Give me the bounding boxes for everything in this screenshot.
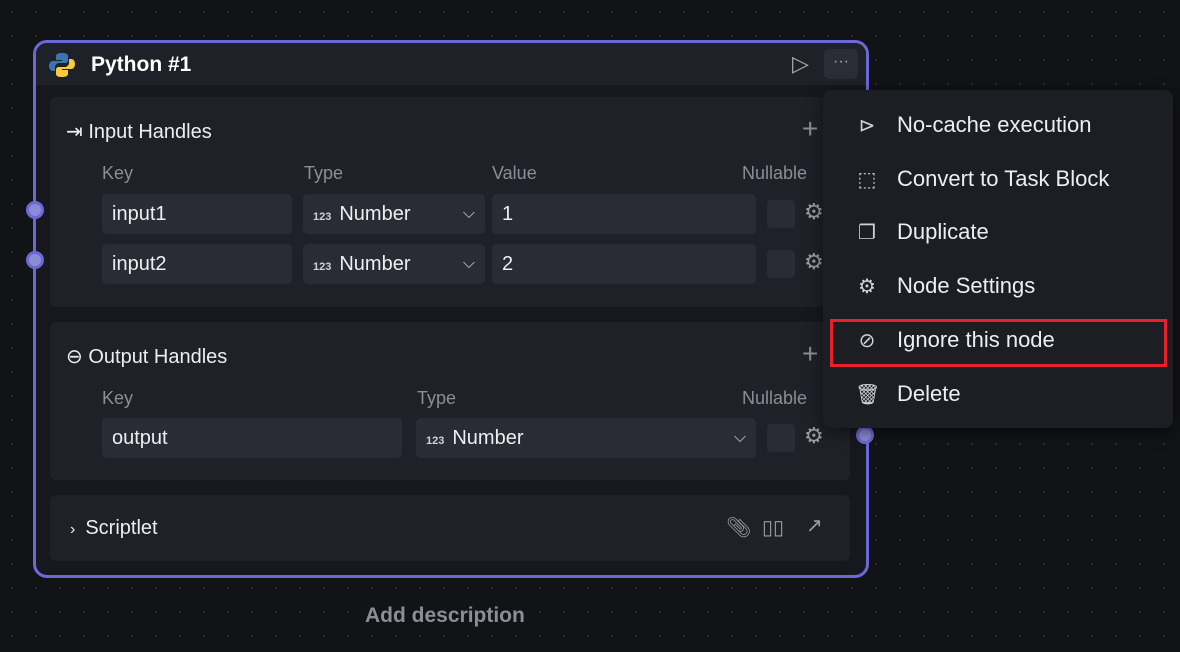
node-title: Python #1 <box>91 53 192 76</box>
value-input[interactable]: 2 <box>492 244 756 284</box>
output-icon: ⊖ <box>66 346 89 368</box>
menu-item-duplicate[interactable]: ❐ Duplicate <box>823 205 1173 259</box>
book-icon[interactable]: ▯▯ <box>762 517 785 539</box>
key-header: Key <box>102 163 134 183</box>
chevron-down-icon: ⌵ <box>462 205 475 222</box>
gear-icon[interactable]: ⚙ <box>804 423 824 448</box>
more-options-button[interactable]: ··· <box>824 49 858 79</box>
double-play-icon: ⊳ <box>858 114 876 137</box>
nullable-header: Nullable <box>742 388 808 408</box>
menu-item-no-cache-execution[interactable]: ⊳ No-cache execution <box>823 98 1173 152</box>
nullable-checkbox[interactable] <box>767 200 795 228</box>
input-handle-dot[interactable] <box>26 251 44 269</box>
add-output-button[interactable]: + <box>802 338 819 369</box>
type-header: Type <box>417 388 457 408</box>
type-select[interactable]: 123 Number ⌵ <box>303 244 485 284</box>
highlight-box <box>830 319 1167 367</box>
paperclip-icon[interactable]: 📎︎ <box>726 517 752 539</box>
type-select[interactable]: 123 Number ⌵ <box>416 418 756 458</box>
input-handles-title: ⇥ Input Handles <box>66 121 212 143</box>
key-input[interactable]: output <box>102 418 402 458</box>
python-logo-icon <box>49 53 75 77</box>
gear-icon[interactable]: ⚙ <box>804 249 824 274</box>
key-header: Key <box>102 388 134 408</box>
output-handles-title: ⊖ Output Handles <box>66 346 228 368</box>
menu-item-convert-to-task-block[interactable]: ⬚ Convert to Task Block <box>823 152 1173 206</box>
value-input[interactable]: 1 <box>492 194 756 234</box>
run-button[interactable]: ▷ <box>792 51 809 76</box>
type-select[interactable]: 123 Number ⌵ <box>303 194 485 234</box>
nullable-checkbox[interactable] <box>767 424 795 452</box>
gear-icon[interactable]: ⚙ <box>804 199 824 224</box>
ban-icon: ⊘ <box>858 329 876 352</box>
copy-icon: ❐ <box>858 221 876 244</box>
chevron-right-icon: › <box>70 521 76 538</box>
add-description[interactable]: Add description <box>365 604 525 627</box>
gear-icon: ⚙ <box>858 275 876 298</box>
chevron-down-icon: ⌵ <box>733 429 746 446</box>
value-header: Value <box>492 163 537 183</box>
nullable-checkbox[interactable] <box>767 250 795 278</box>
menu-item-node-settings[interactable]: ⚙ Node Settings <box>823 259 1173 313</box>
key-input[interactable]: input1 <box>102 194 292 234</box>
key-input[interactable]: input2 <box>102 244 292 284</box>
type-header: Type <box>304 163 344 183</box>
python-node[interactable]: Python #1 ▷ ··· ⇥ Input Handles + Key Ty… <box>33 40 869 578</box>
input-icon: ⇥ <box>66 121 89 143</box>
output-handles-section: ⊖ Output Handles + Key Type Nullable out… <box>50 322 850 480</box>
scriptlet-section[interactable]: › Scriptlet 📎︎ ▯▯ ↗ <box>50 495 850 561</box>
input-handles-section: ⇥ Input Handles + Key Type Value Nullabl… <box>50 97 850 307</box>
add-input-button[interactable]: + <box>802 113 819 144</box>
nullable-header: Nullable <box>742 163 808 183</box>
scriptlet-title: › Scriptlet <box>70 517 158 539</box>
chevron-down-icon: ⌵ <box>462 255 475 272</box>
input-handle-dot[interactable] <box>26 201 44 219</box>
trash-icon: 🗑︎ <box>855 383 881 406</box>
context-menu: ⊳ No-cache execution ⬚ Convert to Task Blo… <box>823 90 1173 428</box>
external-link-icon[interactable]: ↗ <box>806 515 823 537</box>
output-handle-dot[interactable] <box>856 426 874 444</box>
menu-item-delete[interactable]: 🗑︎ Delete <box>855 381 961 406</box>
menu-item-ignore-this-node[interactable]: ⊘ Ignore this node <box>823 313 1173 367</box>
cube-icon: ⬚ <box>857 168 877 191</box>
node-header: Python #1 ▷ ··· <box>36 43 866 85</box>
